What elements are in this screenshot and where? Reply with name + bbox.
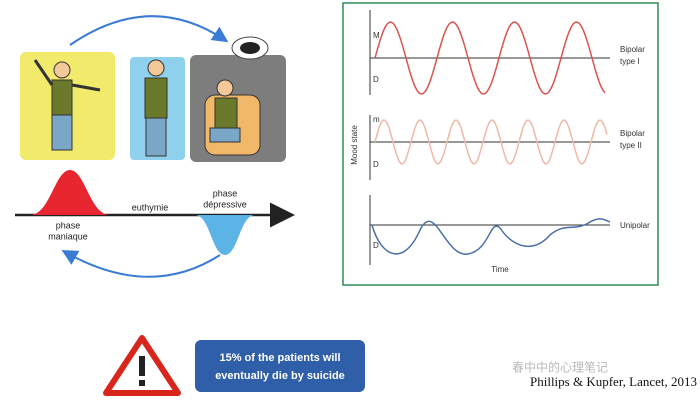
level-label: m <box>373 115 380 124</box>
mood-diagram: M D Bipolar type I m D Bipolar type II D… <box>342 2 659 286</box>
row-name: Unipolar <box>620 221 650 230</box>
level-label: D <box>373 241 379 250</box>
row-name: Bipolar <box>620 129 645 138</box>
top-arrow <box>69 15 229 46</box>
x-axis-label: Time <box>491 265 509 274</box>
warning: 15% of the patients will eventually die … <box>103 335 365 396</box>
level-label: D <box>373 160 379 169</box>
message-box <box>195 340 365 392</box>
illustration: phase maniaque euthymie phase dépressive <box>15 15 295 278</box>
level-label: M <box>373 31 380 40</box>
row-name: type II <box>620 141 642 150</box>
depression-curve <box>195 215 255 255</box>
mania-label: phase <box>56 220 81 230</box>
bottom-arrow <box>61 250 221 278</box>
message: 15% of the patients will <box>219 352 340 364</box>
level-label: D <box>373 75 379 84</box>
y-axis-label: Mood state <box>350 125 359 165</box>
depression-label: phase <box>213 188 238 198</box>
figures <box>33 59 261 157</box>
message: eventually die by suicide <box>215 370 345 382</box>
dark-cloud <box>240 42 260 54</box>
unipolar-wave <box>371 218 611 255</box>
depression-label: dépressive <box>203 199 247 209</box>
exclamation <box>139 356 145 376</box>
mania-curve <box>30 170 110 215</box>
bipolar-2-wave <box>374 119 608 165</box>
exclamation-dot <box>139 380 145 386</box>
citation: Phillips & Kupfer, Lancet, 2013 <box>530 374 697 389</box>
bipolar-1-wave <box>374 21 606 95</box>
row-name: Bipolar <box>620 45 645 54</box>
diagram-frame <box>342 2 659 286</box>
row-name: type I <box>620 57 640 66</box>
watermark: 春中中的心理笔记 <box>512 360 608 375</box>
mania-label: maniaque <box>48 231 88 241</box>
euthymia-label: euthymie <box>132 202 169 212</box>
